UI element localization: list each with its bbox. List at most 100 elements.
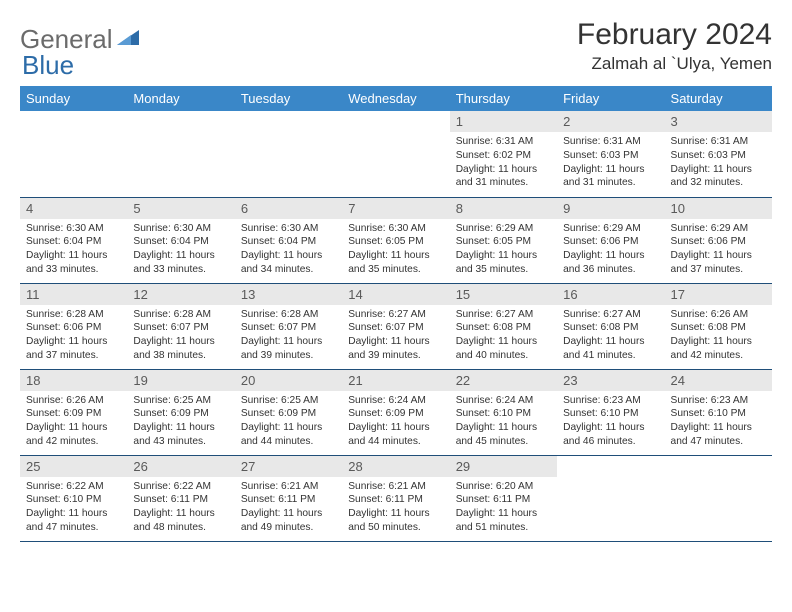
weekday-header: Monday	[127, 86, 234, 111]
calendar-day-cell: 25Sunrise: 6:22 AMSunset: 6:10 PMDayligh…	[20, 455, 127, 541]
day-data: Sunrise: 6:31 AMSunset: 6:03 PMDaylight:…	[557, 132, 664, 194]
day-data: Sunrise: 6:31 AMSunset: 6:02 PMDaylight:…	[450, 132, 557, 194]
weekday-header: Thursday	[450, 86, 557, 111]
calendar-week-row: 4Sunrise: 6:30 AMSunset: 6:04 PMDaylight…	[20, 197, 772, 283]
day-data: Sunrise: 6:25 AMSunset: 6:09 PMDaylight:…	[235, 391, 342, 453]
day-number: 29	[450, 456, 557, 477]
day-data: Sunrise: 6:24 AMSunset: 6:09 PMDaylight:…	[342, 391, 449, 453]
calendar-day-cell: 5Sunrise: 6:30 AMSunset: 6:04 PMDaylight…	[127, 197, 234, 283]
day-number: 13	[235, 284, 342, 305]
day-number: 3	[665, 111, 772, 132]
calendar-day-cell: 18Sunrise: 6:26 AMSunset: 6:09 PMDayligh…	[20, 369, 127, 455]
day-number: 17	[665, 284, 772, 305]
day-number	[235, 111, 342, 132]
day-data: Sunrise: 6:31 AMSunset: 6:03 PMDaylight:…	[665, 132, 772, 194]
calendar-table: SundayMondayTuesdayWednesdayThursdayFrid…	[20, 86, 772, 542]
day-data: Sunrise: 6:22 AMSunset: 6:11 PMDaylight:…	[127, 477, 234, 539]
calendar-day-cell: 20Sunrise: 6:25 AMSunset: 6:09 PMDayligh…	[235, 369, 342, 455]
calendar-day-cell	[342, 111, 449, 197]
weekday-header: Saturday	[665, 86, 772, 111]
title-block: February 2024 Zalmah al `Ulya, Yemen	[577, 18, 772, 74]
day-number: 21	[342, 370, 449, 391]
day-number: 27	[235, 456, 342, 477]
calendar-day-cell	[557, 455, 664, 541]
day-data: Sunrise: 6:25 AMSunset: 6:09 PMDaylight:…	[127, 391, 234, 453]
calendar-body: 1Sunrise: 6:31 AMSunset: 6:02 PMDaylight…	[20, 111, 772, 541]
day-data: Sunrise: 6:21 AMSunset: 6:11 PMDaylight:…	[235, 477, 342, 539]
day-number: 2	[557, 111, 664, 132]
day-number: 18	[20, 370, 127, 391]
calendar-day-cell: 16Sunrise: 6:27 AMSunset: 6:08 PMDayligh…	[557, 283, 664, 369]
calendar-day-cell: 19Sunrise: 6:25 AMSunset: 6:09 PMDayligh…	[127, 369, 234, 455]
calendar-day-cell	[665, 455, 772, 541]
calendar-day-cell: 8Sunrise: 6:29 AMSunset: 6:05 PMDaylight…	[450, 197, 557, 283]
day-number: 22	[450, 370, 557, 391]
day-data: Sunrise: 6:30 AMSunset: 6:05 PMDaylight:…	[342, 219, 449, 281]
calendar-header-row: SundayMondayTuesdayWednesdayThursdayFrid…	[20, 86, 772, 111]
weekday-header: Sunday	[20, 86, 127, 111]
day-data: Sunrise: 6:28 AMSunset: 6:07 PMDaylight:…	[235, 305, 342, 367]
day-number: 8	[450, 198, 557, 219]
day-data: Sunrise: 6:26 AMSunset: 6:09 PMDaylight:…	[20, 391, 127, 453]
day-data: Sunrise: 6:26 AMSunset: 6:08 PMDaylight:…	[665, 305, 772, 367]
day-number: 16	[557, 284, 664, 305]
calendar-day-cell: 4Sunrise: 6:30 AMSunset: 6:04 PMDaylight…	[20, 197, 127, 283]
calendar-day-cell: 24Sunrise: 6:23 AMSunset: 6:10 PMDayligh…	[665, 369, 772, 455]
calendar-day-cell: 26Sunrise: 6:22 AMSunset: 6:11 PMDayligh…	[127, 455, 234, 541]
day-data: Sunrise: 6:24 AMSunset: 6:10 PMDaylight:…	[450, 391, 557, 453]
day-number: 4	[20, 198, 127, 219]
day-data: Sunrise: 6:27 AMSunset: 6:08 PMDaylight:…	[450, 305, 557, 367]
day-data: Sunrise: 6:28 AMSunset: 6:06 PMDaylight:…	[20, 305, 127, 367]
calendar-day-cell: 11Sunrise: 6:28 AMSunset: 6:06 PMDayligh…	[20, 283, 127, 369]
day-number: 15	[450, 284, 557, 305]
day-data: Sunrise: 6:23 AMSunset: 6:10 PMDaylight:…	[557, 391, 664, 453]
calendar-day-cell: 1Sunrise: 6:31 AMSunset: 6:02 PMDaylight…	[450, 111, 557, 197]
calendar-day-cell: 7Sunrise: 6:30 AMSunset: 6:05 PMDaylight…	[342, 197, 449, 283]
calendar-week-row: 1Sunrise: 6:31 AMSunset: 6:02 PMDaylight…	[20, 111, 772, 197]
day-data: Sunrise: 6:30 AMSunset: 6:04 PMDaylight:…	[235, 219, 342, 281]
day-number: 14	[342, 284, 449, 305]
calendar-week-row: 25Sunrise: 6:22 AMSunset: 6:10 PMDayligh…	[20, 455, 772, 541]
day-number: 19	[127, 370, 234, 391]
calendar-day-cell: 2Sunrise: 6:31 AMSunset: 6:03 PMDaylight…	[557, 111, 664, 197]
day-number: 24	[665, 370, 772, 391]
day-data: Sunrise: 6:27 AMSunset: 6:07 PMDaylight:…	[342, 305, 449, 367]
day-number	[127, 111, 234, 132]
month-title: February 2024	[577, 18, 772, 52]
weekday-header: Wednesday	[342, 86, 449, 111]
day-number: 11	[20, 284, 127, 305]
calendar-day-cell: 13Sunrise: 6:28 AMSunset: 6:07 PMDayligh…	[235, 283, 342, 369]
day-data: Sunrise: 6:29 AMSunset: 6:06 PMDaylight:…	[665, 219, 772, 281]
calendar-day-cell: 3Sunrise: 6:31 AMSunset: 6:03 PMDaylight…	[665, 111, 772, 197]
day-number: 12	[127, 284, 234, 305]
day-number: 25	[20, 456, 127, 477]
day-number: 6	[235, 198, 342, 219]
day-number	[342, 111, 449, 132]
day-data: Sunrise: 6:21 AMSunset: 6:11 PMDaylight:…	[342, 477, 449, 539]
calendar-day-cell: 9Sunrise: 6:29 AMSunset: 6:06 PMDaylight…	[557, 197, 664, 283]
calendar-week-row: 11Sunrise: 6:28 AMSunset: 6:06 PMDayligh…	[20, 283, 772, 369]
day-number	[665, 456, 772, 477]
day-number: 23	[557, 370, 664, 391]
calendar-day-cell: 12Sunrise: 6:28 AMSunset: 6:07 PMDayligh…	[127, 283, 234, 369]
calendar-day-cell: 10Sunrise: 6:29 AMSunset: 6:06 PMDayligh…	[665, 197, 772, 283]
day-data: Sunrise: 6:30 AMSunset: 6:04 PMDaylight:…	[127, 219, 234, 281]
day-number: 26	[127, 456, 234, 477]
day-data: Sunrise: 6:29 AMSunset: 6:06 PMDaylight:…	[557, 219, 664, 281]
day-number: 5	[127, 198, 234, 219]
calendar-day-cell: 27Sunrise: 6:21 AMSunset: 6:11 PMDayligh…	[235, 455, 342, 541]
day-number	[557, 456, 664, 477]
brand-triangle-icon	[117, 27, 139, 52]
brand-part2: Blue	[22, 50, 74, 80]
day-number: 28	[342, 456, 449, 477]
calendar-day-cell: 15Sunrise: 6:27 AMSunset: 6:08 PMDayligh…	[450, 283, 557, 369]
day-number: 9	[557, 198, 664, 219]
calendar-day-cell: 22Sunrise: 6:24 AMSunset: 6:10 PMDayligh…	[450, 369, 557, 455]
day-data: Sunrise: 6:28 AMSunset: 6:07 PMDaylight:…	[127, 305, 234, 367]
day-data: Sunrise: 6:30 AMSunset: 6:04 PMDaylight:…	[20, 219, 127, 281]
location-text: Zalmah al `Ulya, Yemen	[577, 54, 772, 74]
day-data: Sunrise: 6:23 AMSunset: 6:10 PMDaylight:…	[665, 391, 772, 453]
day-data: Sunrise: 6:22 AMSunset: 6:10 PMDaylight:…	[20, 477, 127, 539]
weekday-header: Tuesday	[235, 86, 342, 111]
calendar-day-cell: 23Sunrise: 6:23 AMSunset: 6:10 PMDayligh…	[557, 369, 664, 455]
